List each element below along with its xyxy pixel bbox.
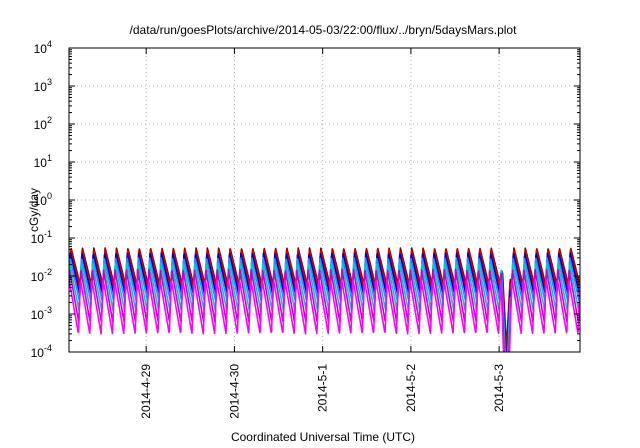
y-tick-exponent: -3: [44, 305, 52, 315]
y-tick-exponent: -1: [44, 229, 52, 239]
y-tick-label: 10-4: [31, 343, 52, 360]
x-tick-label: 2014-4-29: [139, 364, 153, 419]
x-tick-label: 2014-4-30: [227, 364, 241, 419]
y-tick-label: 10-2: [31, 267, 52, 284]
plot-area: [69, 247, 580, 352]
series-line: [69, 278, 580, 352]
y-tick-exponent: -2: [44, 267, 52, 277]
y-tick-label: 102: [34, 115, 52, 132]
series-line: [69, 268, 580, 352]
y-tick-label: 101: [34, 153, 52, 170]
series-line: [69, 252, 580, 352]
y-tick-exponent: 1: [47, 153, 52, 163]
series-group: [69, 247, 580, 352]
axis-ticks: 10-410-310-210-11001011021031042014-4-29…: [31, 39, 580, 419]
x-axis-label: Coordinated Universal Time (UTC): [231, 430, 415, 444]
y-tick-label: 10-3: [31, 305, 52, 322]
series-line: [69, 249, 580, 352]
y-tick-label: 103: [34, 77, 52, 94]
chart-title: /data/run/goesPlots/archive/2014-05-03/2…: [130, 23, 518, 37]
series-line: [69, 257, 580, 352]
y-tick-exponent: 2: [47, 115, 52, 125]
y-tick-exponent: 4: [47, 39, 52, 49]
series-line: [69, 262, 580, 352]
grid-lines: [69, 48, 580, 352]
y-axis-label: cGy/day: [27, 188, 41, 232]
x-tick-label: 2014-5-1: [316, 364, 330, 412]
y-tick-exponent: -4: [44, 343, 52, 353]
x-tick-label: 2014-5-2: [404, 364, 418, 412]
y-tick-exponent: 0: [47, 191, 52, 201]
x-tick-label: 2014-5-3: [492, 364, 506, 412]
series-line: [69, 247, 580, 346]
y-tick-label: 104: [34, 39, 52, 56]
y-tick-exponent: 3: [47, 77, 52, 87]
